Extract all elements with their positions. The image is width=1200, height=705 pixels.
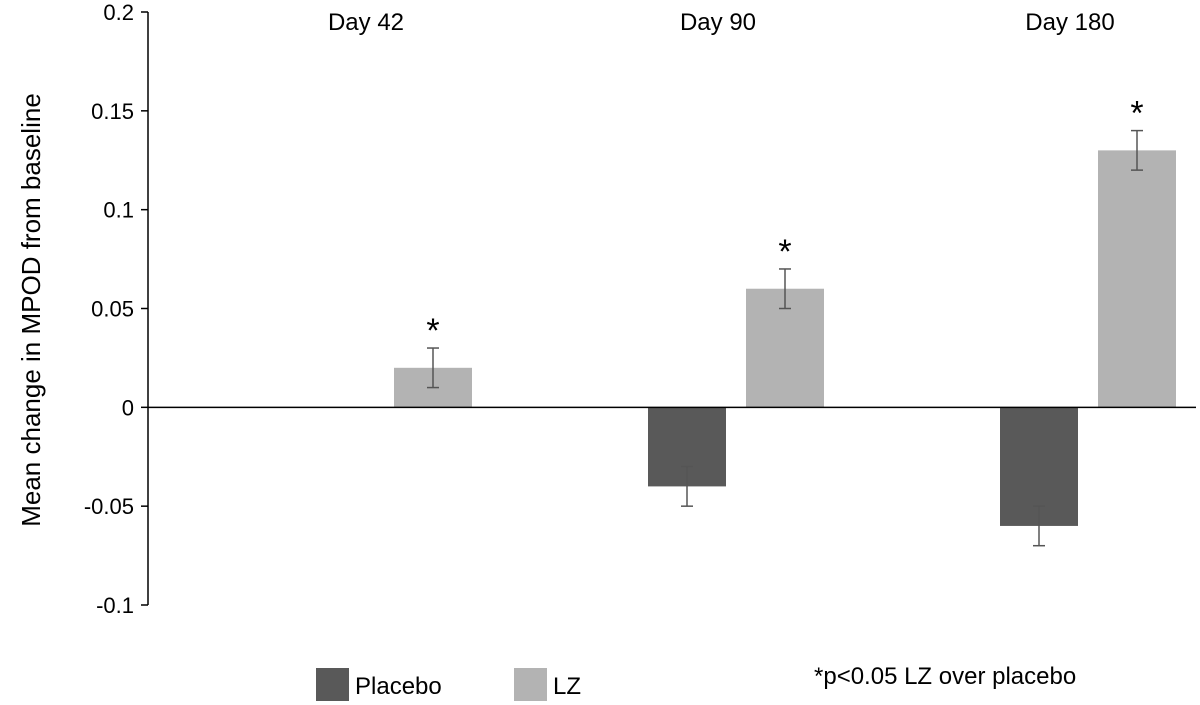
y-tick-label: 0.05: [91, 297, 134, 322]
y-tick-label: 0: [122, 395, 134, 420]
significance-markers: * * *: [426, 95, 1143, 350]
significance-asterisk: *: [778, 233, 791, 271]
category-label: Day 180: [1025, 9, 1114, 36]
bars: [394, 150, 1176, 526]
y-tick-label: 0.1: [103, 198, 134, 223]
bar-lz-day-180: [1098, 150, 1176, 408]
y-axis: [141, 11, 149, 606]
footnote: *p<0.05 LZ over placebo: [814, 663, 1076, 690]
y-tick-labels: 0.2 0.15 0.1 0.05 0 -0.05 -0.1: [84, 0, 134, 618]
y-tick-label: 0.15: [91, 99, 134, 124]
legend-label-lz: LZ: [553, 673, 581, 700]
error-bars: [427, 129, 1143, 547]
legend: Placebo LZ: [316, 668, 581, 701]
legend-swatch-lz: [514, 668, 547, 701]
legend-label-placebo: Placebo: [355, 673, 442, 700]
y-tick-label: 0.2: [103, 0, 134, 25]
significance-asterisk: *: [426, 312, 439, 350]
y-tick-label: -0.1: [96, 593, 134, 618]
y-tick-label: -0.05: [84, 494, 134, 519]
legend-swatch-placebo: [316, 668, 349, 701]
significance-asterisk: *: [1130, 95, 1143, 133]
category-label: Day 42: [328, 9, 404, 36]
category-label: Day 90: [680, 9, 756, 36]
y-axis-label: Mean change in MPOD from baseline: [16, 93, 46, 527]
category-labels: Day 42 Day 90 Day 180: [328, 9, 1115, 36]
